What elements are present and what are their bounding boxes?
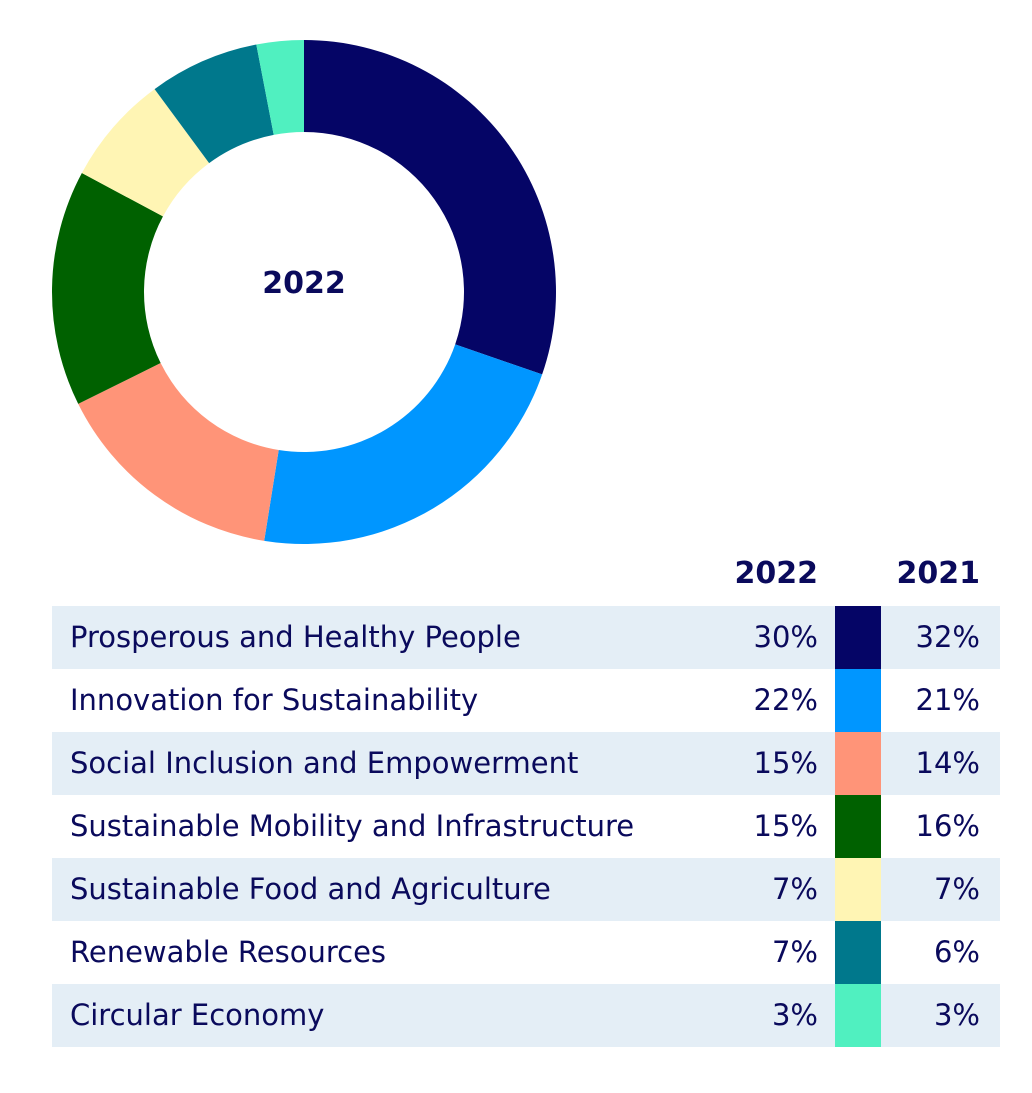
value-2021: 7% [933, 872, 980, 906]
value-2021: 21% [915, 683, 980, 717]
donut-slice-2 [264, 344, 543, 544]
donut-slice-5 [81, 89, 210, 217]
color-swatch [835, 984, 881, 1047]
row-label: Renewable Resources [70, 935, 387, 969]
value-2021: 6% [933, 935, 980, 969]
color-swatch [835, 606, 881, 669]
value-2022: 7% [771, 872, 818, 906]
row-label: Innovation for Sustainability [70, 683, 479, 717]
donut-slice-1 [304, 40, 556, 375]
donut-slice-4 [51, 172, 163, 404]
value-2021: 32% [915, 620, 980, 654]
value-2022: 30% [753, 620, 818, 654]
row-label: Prosperous and Healthy People [70, 620, 521, 654]
donut-slice-6 [154, 44, 274, 164]
value-2021: 3% [933, 998, 980, 1032]
color-swatch [835, 921, 881, 984]
donut-center-label: 2022 [262, 266, 346, 301]
value-2021: 16% [915, 809, 980, 843]
value-2022: 22% [753, 683, 818, 717]
donut-slice-3 [78, 363, 279, 541]
value-2022: 7% [771, 935, 818, 969]
row-label: Circular Economy [70, 998, 325, 1032]
color-swatch [835, 732, 881, 795]
table-row: Renewable Resources 7% 6% [52, 921, 1000, 984]
row-label: Social Inclusion and Empowerment [70, 746, 579, 780]
table-row: Innovation for Sustainability 22% 21% [52, 669, 1000, 732]
legend-table: Prosperous and Healthy People 30% 32% Innov… [52, 606, 1000, 1047]
table-row: Social Inclusion and Empowerment 15% 14% [52, 732, 1000, 795]
table-row: Prosperous and Healthy People 30% 32% [52, 606, 1000, 669]
column-header-2022: 2022 [734, 556, 819, 591]
table-row: Sustainable Food and Agriculture 7% 7% [52, 858, 1000, 921]
table-row: Sustainable Mobility and Infrastructure 1… [52, 795, 1000, 858]
row-label: Sustainable Food and Agriculture [70, 872, 551, 906]
donut-chart [51, 40, 556, 544]
color-swatch [835, 858, 881, 921]
row-label: Sustainable Mobility and Infrastructure [70, 809, 635, 843]
color-swatch [835, 669, 881, 732]
table-row: Circular Economy 3% 3% [52, 984, 1000, 1047]
value-2021: 14% [915, 746, 980, 780]
donut-slice-7 [256, 40, 304, 135]
column-header-2021: 2021 [896, 556, 981, 591]
value-2022: 15% [753, 809, 818, 843]
color-swatch [835, 795, 881, 858]
value-2022: 3% [771, 998, 818, 1032]
value-2022: 15% [753, 746, 818, 780]
